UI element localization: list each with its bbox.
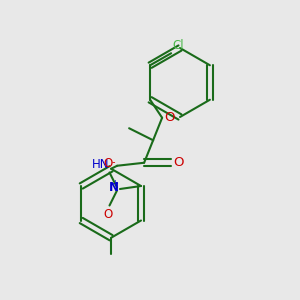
Text: +: + [112,179,118,188]
Text: N: N [109,181,118,194]
Text: HN: HN [92,158,110,171]
Text: O: O [103,157,112,170]
Text: Cl: Cl [172,39,184,52]
Text: -: - [111,157,115,167]
Text: O: O [164,111,175,124]
Text: O: O [173,156,184,169]
Text: O: O [103,208,112,221]
